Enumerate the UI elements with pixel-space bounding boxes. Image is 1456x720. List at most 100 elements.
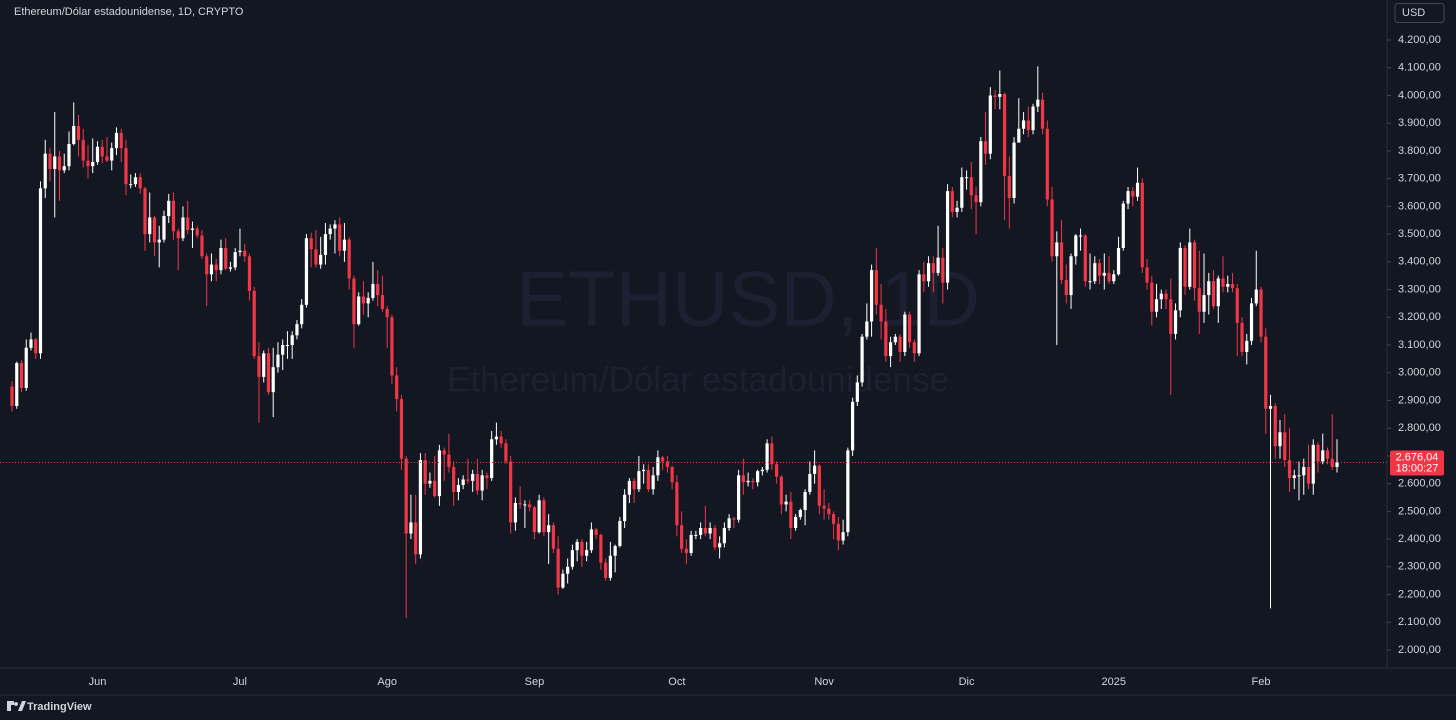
candle-body: [219, 247, 223, 271]
y-tick-label: 3.000,00: [1398, 367, 1441, 379]
candle-body: [513, 503, 518, 523]
candle-body: [1306, 467, 1311, 484]
candle-body: [1140, 182, 1144, 268]
candle-body: [281, 345, 285, 355]
candle-body: [328, 228, 332, 235]
candle-body: [570, 550, 574, 567]
candle-body: [917, 274, 921, 354]
watermark-subtitle: Ethereum/Dólar estadounidense: [447, 360, 949, 399]
x-tick-label: Dic: [959, 676, 975, 688]
candle-body: [955, 207, 959, 212]
candle-body: [499, 436, 503, 444]
x-tick-label: Ago: [377, 676, 397, 688]
y-tick-label: 3.300,00: [1398, 283, 1441, 295]
candle-body: [770, 443, 774, 465]
x-tick-label: Jul: [233, 676, 247, 688]
candle-body: [119, 132, 123, 149]
candle-body: [1083, 235, 1087, 282]
candle-body: [81, 139, 85, 161]
candle-body: [798, 509, 802, 517]
candle-body: [903, 314, 907, 352]
currency-button[interactable]: [1394, 3, 1445, 23]
candle-body: [1249, 303, 1254, 341]
candle-body: [105, 156, 109, 161]
candle-body: [257, 356, 261, 377]
candle-body: [888, 342, 893, 357]
candle-body: [352, 278, 356, 325]
candle-body: [76, 125, 81, 140]
y-tick-label: 3.100,00: [1398, 339, 1441, 351]
candle-body: [53, 156, 57, 169]
candle-body: [846, 450, 850, 533]
candle-body: [67, 143, 71, 167]
candle-body: [604, 562, 608, 578]
candle-body: [1078, 235, 1083, 237]
candle-body: [1240, 322, 1244, 352]
candle-body: [741, 475, 745, 483]
candle-body: [808, 473, 812, 492]
candle-body: [651, 475, 655, 490]
candle-body: [1197, 288, 1201, 312]
candle-body: [860, 336, 864, 383]
candle-body: [1074, 235, 1078, 257]
candle-body: [684, 548, 688, 553]
candle-body: [124, 148, 128, 185]
candle-body: [718, 543, 722, 548]
candle-body: [243, 250, 247, 257]
candle-body: [689, 534, 693, 553]
candle-body: [1064, 279, 1068, 296]
candle-body: [34, 339, 38, 354]
candle-body: [181, 217, 185, 239]
candle-body: [385, 308, 389, 318]
candle-body: [10, 386, 14, 406]
candle-body: [471, 473, 475, 481]
candle-body: [822, 505, 826, 509]
candle-body: [756, 471, 760, 483]
candle-body: [537, 500, 541, 533]
candle-body: [542, 500, 546, 533]
candle-body: [1264, 336, 1268, 409]
candle-body: [646, 469, 650, 490]
candle-body: [941, 257, 945, 283]
candle-body: [1325, 450, 1330, 459]
y-tick-label: 2.000,00: [1398, 644, 1441, 656]
candle-body: [708, 528, 712, 534]
x-tick-label: 2025: [1102, 676, 1126, 688]
y-tick-label: 2.100,00: [1398, 616, 1441, 628]
x-tick-label: Feb: [1252, 676, 1271, 688]
candle-body: [214, 264, 218, 271]
candle-body: [627, 480, 631, 495]
candle-body: [608, 555, 612, 578]
candle-body: [167, 200, 171, 217]
y-tick-label: 4.000,00: [1398, 89, 1441, 101]
candle-body: [884, 321, 888, 357]
candle-body: [133, 177, 138, 185]
candle-body: [907, 314, 912, 343]
candle-body: [57, 156, 62, 171]
candle-body: [304, 238, 309, 305]
candle-body: [699, 528, 703, 535]
candle-body: [680, 525, 684, 549]
candle-body: [760, 469, 764, 472]
y-tick-label: 4.100,00: [1398, 62, 1441, 74]
candle-body: [62, 166, 66, 171]
logo-icon: [7, 701, 26, 711]
candle-body: [19, 363, 24, 388]
candle-body: [694, 534, 698, 536]
candle-body: [456, 485, 461, 492]
currency-label[interactable]: USD: [1402, 7, 1425, 19]
candle-body: [974, 195, 978, 203]
candle-body: [366, 297, 370, 304]
candle-body: [447, 454, 451, 467]
candle-body: [494, 436, 499, 440]
candle-body: [1112, 274, 1116, 282]
candle-body: [1159, 293, 1163, 300]
candle-body: [1007, 175, 1011, 199]
candle-body: [703, 528, 707, 534]
candle-body: [390, 317, 394, 376]
candle-body: [1297, 475, 1301, 477]
candle-body: [1183, 247, 1187, 287]
y-tick-label: 2.800,00: [1398, 422, 1441, 434]
